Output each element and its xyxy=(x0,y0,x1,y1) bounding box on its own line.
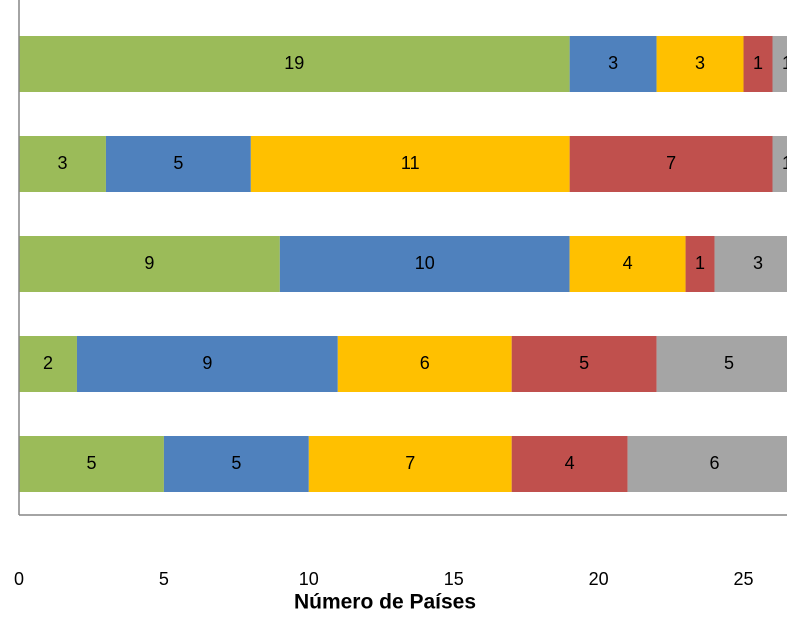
bar-segment xyxy=(569,136,773,192)
bar-segment xyxy=(19,236,280,292)
bar-segment xyxy=(569,236,686,292)
x-tick-label: 10 xyxy=(299,569,319,589)
data-label: 4 xyxy=(565,453,575,473)
data-label: 19 xyxy=(284,53,304,73)
bar-segment xyxy=(685,236,715,292)
x-tick-label: 25 xyxy=(734,569,754,589)
x-tick-label: 20 xyxy=(589,569,609,589)
bar-segment xyxy=(279,236,570,292)
bar-segment xyxy=(19,136,106,192)
bar-segment xyxy=(337,336,512,392)
data-label: 1 xyxy=(782,153,787,173)
data-label: 3 xyxy=(753,253,763,273)
data-label: 2 xyxy=(43,353,53,373)
bar-segment xyxy=(656,336,787,392)
bar-segment xyxy=(772,36,787,92)
bar-segment xyxy=(105,136,251,192)
data-label: 6 xyxy=(710,453,720,473)
data-label: 9 xyxy=(202,353,212,373)
data-label: 3 xyxy=(608,53,618,73)
data-label: 4 xyxy=(623,253,633,273)
bar-segment xyxy=(308,436,512,492)
data-label: 5 xyxy=(231,453,241,473)
bar-segment xyxy=(19,36,570,92)
bar-segment xyxy=(163,436,309,492)
plot-area: 1933113511719104132965555746 xyxy=(19,36,787,492)
bar-segment xyxy=(627,436,787,492)
bar-segment xyxy=(656,36,744,92)
x-tick-label: 0 xyxy=(14,569,24,589)
bar-segment xyxy=(511,436,628,492)
data-label: 6 xyxy=(420,353,430,373)
bar-segment xyxy=(714,236,787,292)
data-label: 1 xyxy=(695,253,705,273)
x-tick-label: 15 xyxy=(444,569,464,589)
data-label: 11 xyxy=(401,153,420,173)
data-label: 7 xyxy=(666,153,676,173)
data-label: 9 xyxy=(144,253,154,273)
data-label: 7 xyxy=(405,453,415,473)
x-axis-title: Número de Países xyxy=(294,591,476,614)
bar-segment xyxy=(250,136,570,192)
x-tick-label: 5 xyxy=(159,569,169,589)
data-label: 5 xyxy=(86,453,96,473)
data-label: 10 xyxy=(415,253,435,273)
data-label: 5 xyxy=(724,353,734,373)
bar-segment xyxy=(76,336,338,392)
data-label: 1 xyxy=(753,53,763,73)
data-label: 5 xyxy=(173,153,183,173)
data-label: 1 xyxy=(782,53,787,73)
data-label: 5 xyxy=(579,353,589,373)
data-label: 3 xyxy=(695,53,705,73)
bar-segment xyxy=(19,436,164,492)
bar-segment xyxy=(19,336,77,392)
bar-segment xyxy=(569,36,657,92)
data-label: 3 xyxy=(57,153,67,173)
bar-segment xyxy=(743,36,773,92)
bar-segment xyxy=(511,336,657,392)
bar-segment xyxy=(772,136,787,192)
